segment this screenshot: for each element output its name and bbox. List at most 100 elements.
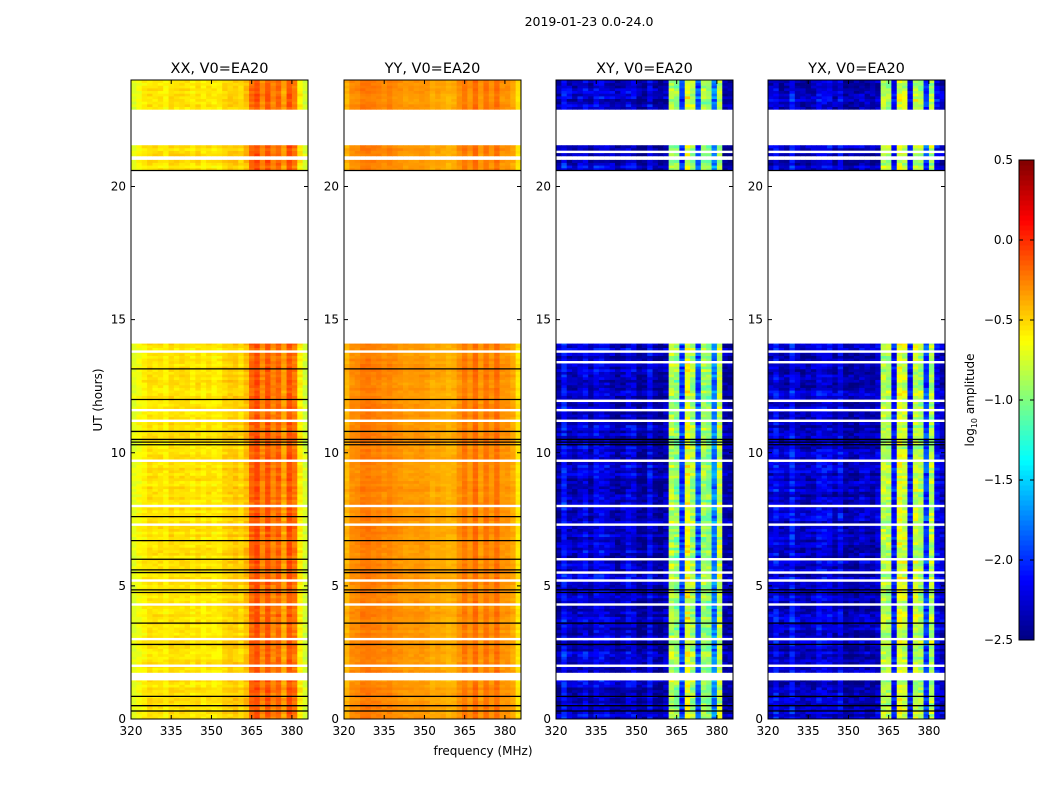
heatmap-cell bbox=[136, 374, 143, 378]
heatmap-cell bbox=[232, 619, 239, 623]
heatmap-cell bbox=[265, 344, 271, 348]
heatmap-cell bbox=[211, 552, 218, 556]
heatmap-cell bbox=[270, 145, 277, 149]
heatmap-cell bbox=[168, 611, 175, 615]
heatmap-cell bbox=[131, 608, 137, 612]
heatmap-cell bbox=[238, 454, 245, 458]
heatmap-cell bbox=[281, 464, 287, 468]
heatmap-cell bbox=[147, 661, 153, 665]
heatmap-cell bbox=[211, 589, 218, 593]
heatmap-cell bbox=[131, 162, 137, 166]
heatmap-cell bbox=[216, 565, 223, 569]
heatmap-cell bbox=[173, 565, 180, 569]
heatmap-cell bbox=[286, 684, 293, 688]
heatmap-cell bbox=[206, 376, 212, 380]
heatmap-cell bbox=[136, 488, 143, 492]
heatmap-cell bbox=[254, 533, 261, 538]
heatmap-cell bbox=[152, 651, 159, 655]
heatmap-cell bbox=[152, 708, 159, 712]
heatmap-cell bbox=[147, 153, 153, 157]
heatmap-cell bbox=[173, 411, 180, 415]
heatmap-cell bbox=[195, 597, 202, 601]
heatmap-cell bbox=[173, 483, 180, 487]
heatmap-cell bbox=[152, 371, 159, 375]
heatmap-cell bbox=[163, 499, 169, 503]
heatmap-cell bbox=[195, 697, 202, 701]
heatmap-cell bbox=[152, 478, 159, 482]
heatmap-cell bbox=[206, 416, 212, 420]
heatmap-cell bbox=[173, 584, 180, 588]
heatmap-cell bbox=[270, 355, 277, 359]
heatmap-cell bbox=[179, 681, 186, 685]
heatmap-cell bbox=[184, 659, 191, 663]
heatmap-cell bbox=[254, 150, 261, 154]
heatmap-cell bbox=[141, 403, 148, 407]
heatmap-cell bbox=[291, 627, 298, 631]
heatmap-cell bbox=[147, 376, 153, 380]
heatmap-cell bbox=[190, 659, 196, 663]
heatmap-cell bbox=[163, 624, 169, 628]
heatmap-cell bbox=[297, 687, 304, 691]
heatmap-cell bbox=[254, 387, 261, 391]
heatmap-cell bbox=[216, 165, 223, 169]
heatmap-cell bbox=[254, 613, 261, 617]
heatmap-cell bbox=[141, 669, 148, 673]
heatmap-cell bbox=[179, 584, 186, 588]
heatmap-cell bbox=[302, 347, 309, 351]
heatmap-cell bbox=[216, 509, 223, 514]
heatmap-cell bbox=[286, 162, 293, 166]
heatmap-cell bbox=[200, 167, 207, 171]
heatmap-cell bbox=[243, 512, 250, 516]
heatmap-cell bbox=[270, 376, 277, 380]
heatmap-cell bbox=[227, 371, 234, 375]
heatmap-cell bbox=[259, 552, 266, 556]
heatmap-cell bbox=[297, 589, 304, 593]
heatmap-cell bbox=[147, 382, 153, 386]
heatmap-cell bbox=[297, 435, 304, 439]
heatmap-cell bbox=[147, 605, 153, 609]
heatmap-cell bbox=[297, 605, 304, 609]
heatmap-cell bbox=[275, 344, 282, 348]
heatmap-cell bbox=[254, 648, 261, 652]
heatmap-cell bbox=[259, 697, 266, 701]
heatmap-cell bbox=[281, 486, 287, 490]
heatmap-cell bbox=[206, 700, 212, 704]
heatmap-cell bbox=[249, 368, 255, 372]
heatmap-cell bbox=[173, 347, 180, 351]
heatmap-cell bbox=[206, 360, 212, 364]
heatmap-cell bbox=[302, 446, 309, 450]
heatmap-cell bbox=[281, 576, 287, 580]
heatmap-cell bbox=[152, 494, 159, 498]
heatmap-cell bbox=[184, 167, 191, 171]
heatmap-cell bbox=[206, 101, 212, 105]
heatmap-cell bbox=[206, 547, 212, 551]
heatmap-cell bbox=[211, 653, 218, 657]
heatmap-cell bbox=[147, 352, 153, 356]
heatmap-cell bbox=[195, 472, 202, 476]
heatmap-cell bbox=[157, 456, 164, 460]
heatmap-cell bbox=[259, 467, 266, 471]
heatmap-cell bbox=[168, 414, 175, 418]
heatmap-cell bbox=[147, 101, 153, 105]
heatmap-cell bbox=[238, 475, 245, 479]
heatmap-cell bbox=[179, 165, 186, 169]
heatmap-cell bbox=[157, 384, 164, 388]
heatmap-cell bbox=[286, 400, 293, 404]
heatmap-cell bbox=[211, 403, 218, 407]
heatmap-cell bbox=[190, 374, 196, 378]
heatmap-cell bbox=[190, 528, 196, 532]
heatmap-cell bbox=[302, 358, 309, 362]
heatmap-cell bbox=[163, 435, 169, 439]
heatmap-cell bbox=[179, 684, 186, 688]
heatmap-cell bbox=[216, 422, 223, 426]
heatmap-cell bbox=[227, 648, 234, 652]
heatmap-cell bbox=[302, 392, 309, 396]
heatmap-cell bbox=[141, 525, 148, 530]
heatmap-cell bbox=[243, 451, 250, 455]
heatmap-cell bbox=[222, 475, 228, 479]
heatmap-cell bbox=[141, 640, 148, 644]
heatmap-cell bbox=[281, 483, 287, 487]
heatmap-cell bbox=[136, 544, 143, 548]
heatmap-cell bbox=[147, 651, 153, 655]
heatmap-cell bbox=[232, 640, 239, 644]
